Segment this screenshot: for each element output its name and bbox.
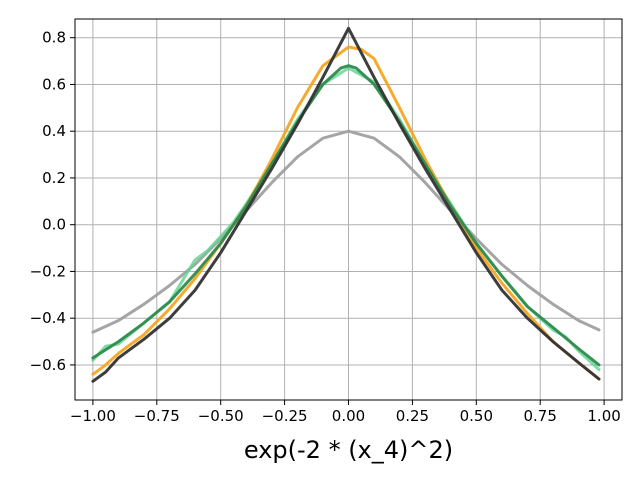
x-tick-label: 0.25 xyxy=(396,407,429,425)
x-tick-label: 0.75 xyxy=(524,407,557,425)
x-tick-label: 1.00 xyxy=(587,407,620,425)
x-tick-label: 0.00 xyxy=(332,407,365,425)
y-tick-label: −0.4 xyxy=(30,309,66,327)
y-tick-label: 0.4 xyxy=(42,122,66,140)
x-tick-label: −0.25 xyxy=(262,407,308,425)
x-tick-label: −0.50 xyxy=(198,407,244,425)
y-tick-label: 0.0 xyxy=(42,216,66,234)
y-tick-label: 0.6 xyxy=(42,75,66,93)
y-tick-label: −0.6 xyxy=(30,356,66,374)
series-line-1 xyxy=(91,129,601,334)
x-tick-label: −0.75 xyxy=(134,407,180,425)
series-line-5 xyxy=(91,26,601,383)
x-axis-title: exp(-2 * (x_4)^2) xyxy=(244,436,453,464)
series-group xyxy=(91,26,601,383)
y-tick-label: −0.2 xyxy=(30,262,66,280)
series-line-3 xyxy=(91,45,601,381)
y-tick-label: 0.8 xyxy=(42,29,66,47)
x-tick-label: −1.00 xyxy=(70,407,116,425)
grid xyxy=(75,19,622,400)
tick-group: −1.00 −0.75 −0.50 −0.25 0.00 0.25 0.50 0.75 1.00… xyxy=(30,29,621,425)
x-tick-label: 0.50 xyxy=(460,407,493,425)
series-line-4 xyxy=(91,64,601,367)
y-tick-label: 0.2 xyxy=(42,169,66,187)
